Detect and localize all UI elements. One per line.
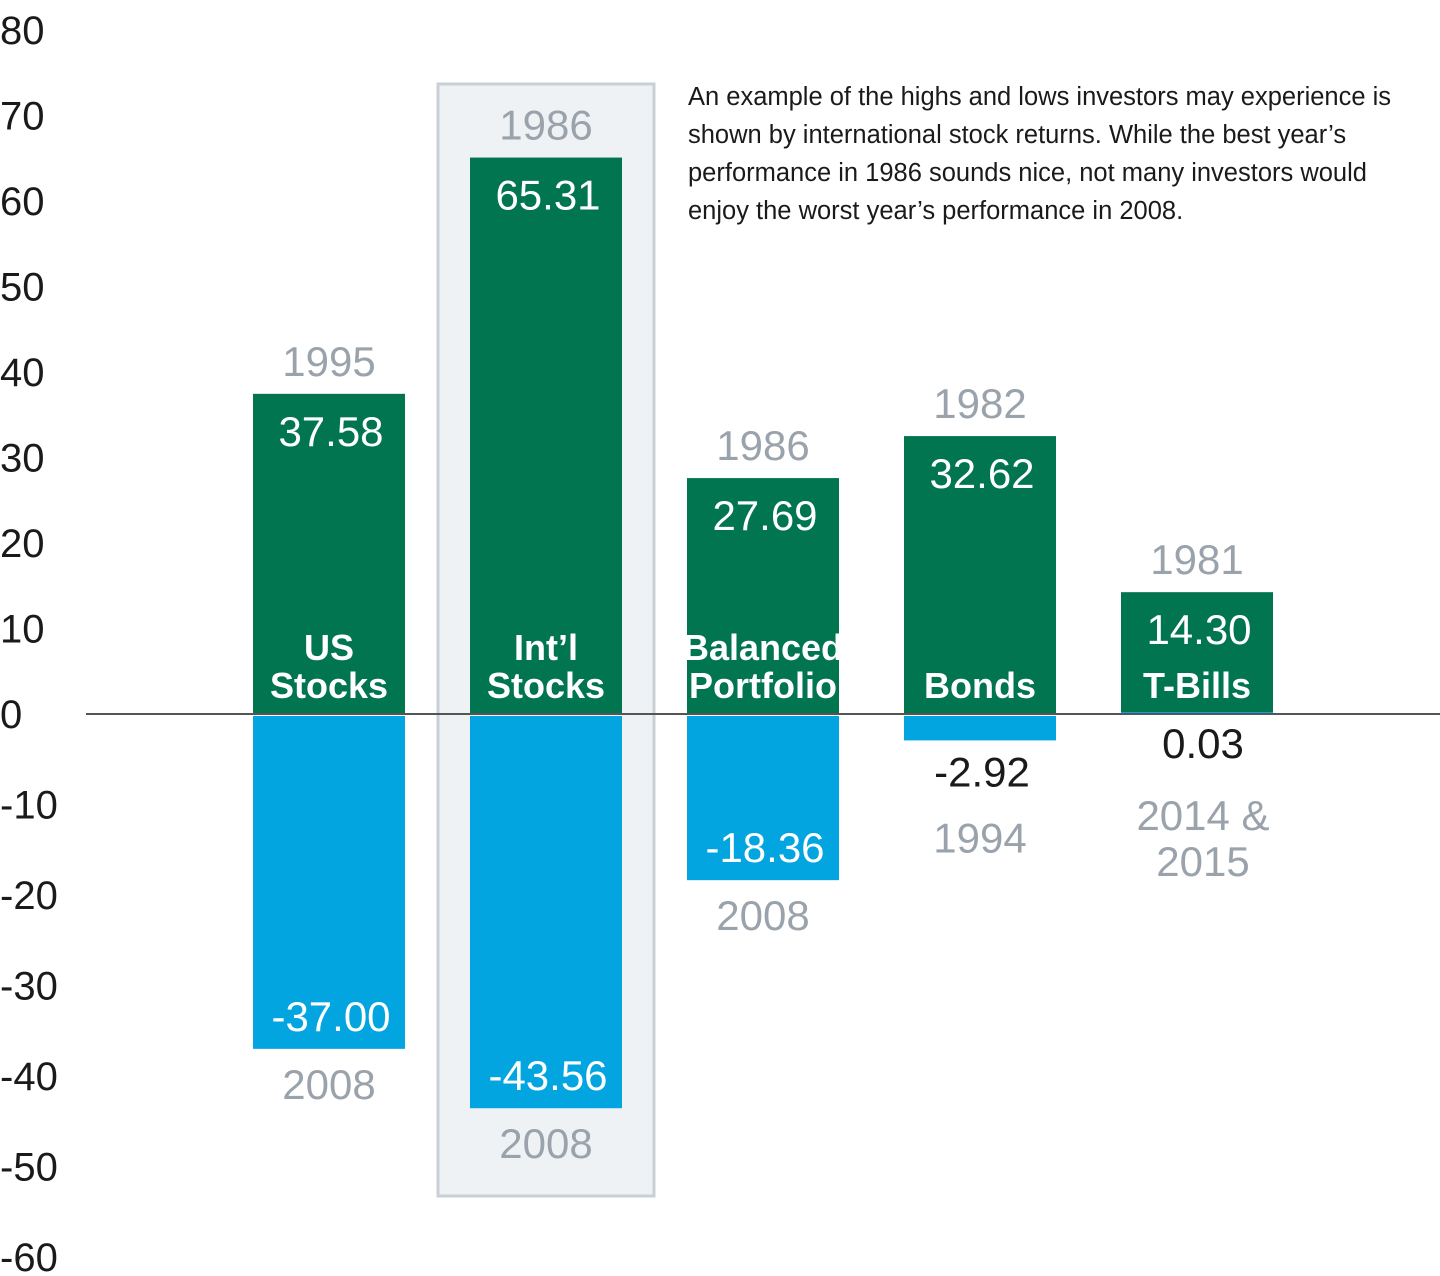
- best-value-label: 14.30: [1146, 606, 1251, 653]
- best-bar: [253, 393, 405, 714]
- worst-year-label: 2008: [282, 1061, 375, 1108]
- category-label: Portfolio: [689, 665, 837, 706]
- worst-value-label: -18.36: [705, 824, 824, 871]
- worst-bar: [470, 716, 622, 1109]
- worst-bar: [253, 716, 405, 1049]
- best-year-label: 1986: [499, 102, 592, 149]
- y-tick-label: 50: [0, 266, 45, 310]
- category-label: Stocks: [487, 665, 605, 706]
- y-tick-label: 60: [0, 180, 45, 224]
- category-label: Stocks: [270, 665, 388, 706]
- worst-value-label: 0.03: [1162, 720, 1244, 767]
- best-year-label: 1981: [1150, 536, 1243, 583]
- best-year-label: 1982: [933, 380, 1026, 427]
- worst-value-label: -43.56: [488, 1052, 607, 1099]
- category-label: Bonds: [924, 665, 1036, 706]
- category-label: US: [304, 627, 354, 668]
- y-tick-label: 80: [0, 9, 45, 53]
- best-value-label: 27.69: [712, 492, 817, 539]
- best-bar: [687, 478, 839, 714]
- worst-value-label: -2.92: [934, 748, 1030, 795]
- y-tick-label: 40: [0, 351, 45, 395]
- y-tick-label: -30: [0, 965, 58, 1009]
- best-value-label: 65.31: [495, 172, 600, 219]
- best-bar: [1121, 592, 1273, 714]
- worst-year-label: 2014 &: [1136, 792, 1269, 839]
- y-tick-label: -10: [0, 784, 58, 828]
- worst-year-label: 2008: [716, 892, 809, 939]
- worst-year-label: 1994: [933, 814, 1026, 861]
- category-label: Int’l: [514, 627, 578, 668]
- best-bar: [904, 436, 1056, 714]
- category-label: T-Bills: [1143, 665, 1251, 706]
- worst-year-label: 2015: [1156, 838, 1249, 885]
- worst-value-label: -37.00: [271, 993, 390, 1040]
- worst-bar: [904, 716, 1056, 741]
- best-year-label: 1995: [282, 338, 375, 385]
- y-tick-label: -40: [0, 1055, 58, 1099]
- y-tick-label: -50: [0, 1146, 58, 1190]
- worst-bar: [687, 716, 839, 881]
- worst-year-label: 2008: [499, 1120, 592, 1167]
- y-tick-label: 10: [0, 608, 45, 652]
- annotation-text: An example of the highs and lows investo…: [688, 83, 1392, 225]
- y-tick-label: 70: [0, 95, 45, 139]
- y-tick-label: -20: [0, 874, 58, 918]
- y-tick-label: 0: [0, 693, 22, 737]
- best-value-label: 32.62: [929, 450, 1034, 497]
- best-year-label: 1986: [716, 422, 809, 469]
- y-tick-label: -60: [0, 1236, 58, 1276]
- category-label: Balanced: [683, 627, 843, 668]
- y-tick-label: 30: [0, 437, 45, 481]
- best-bar: [470, 157, 622, 714]
- y-tick-label: 20: [0, 522, 45, 566]
- best-value-label: 37.58: [278, 408, 383, 455]
